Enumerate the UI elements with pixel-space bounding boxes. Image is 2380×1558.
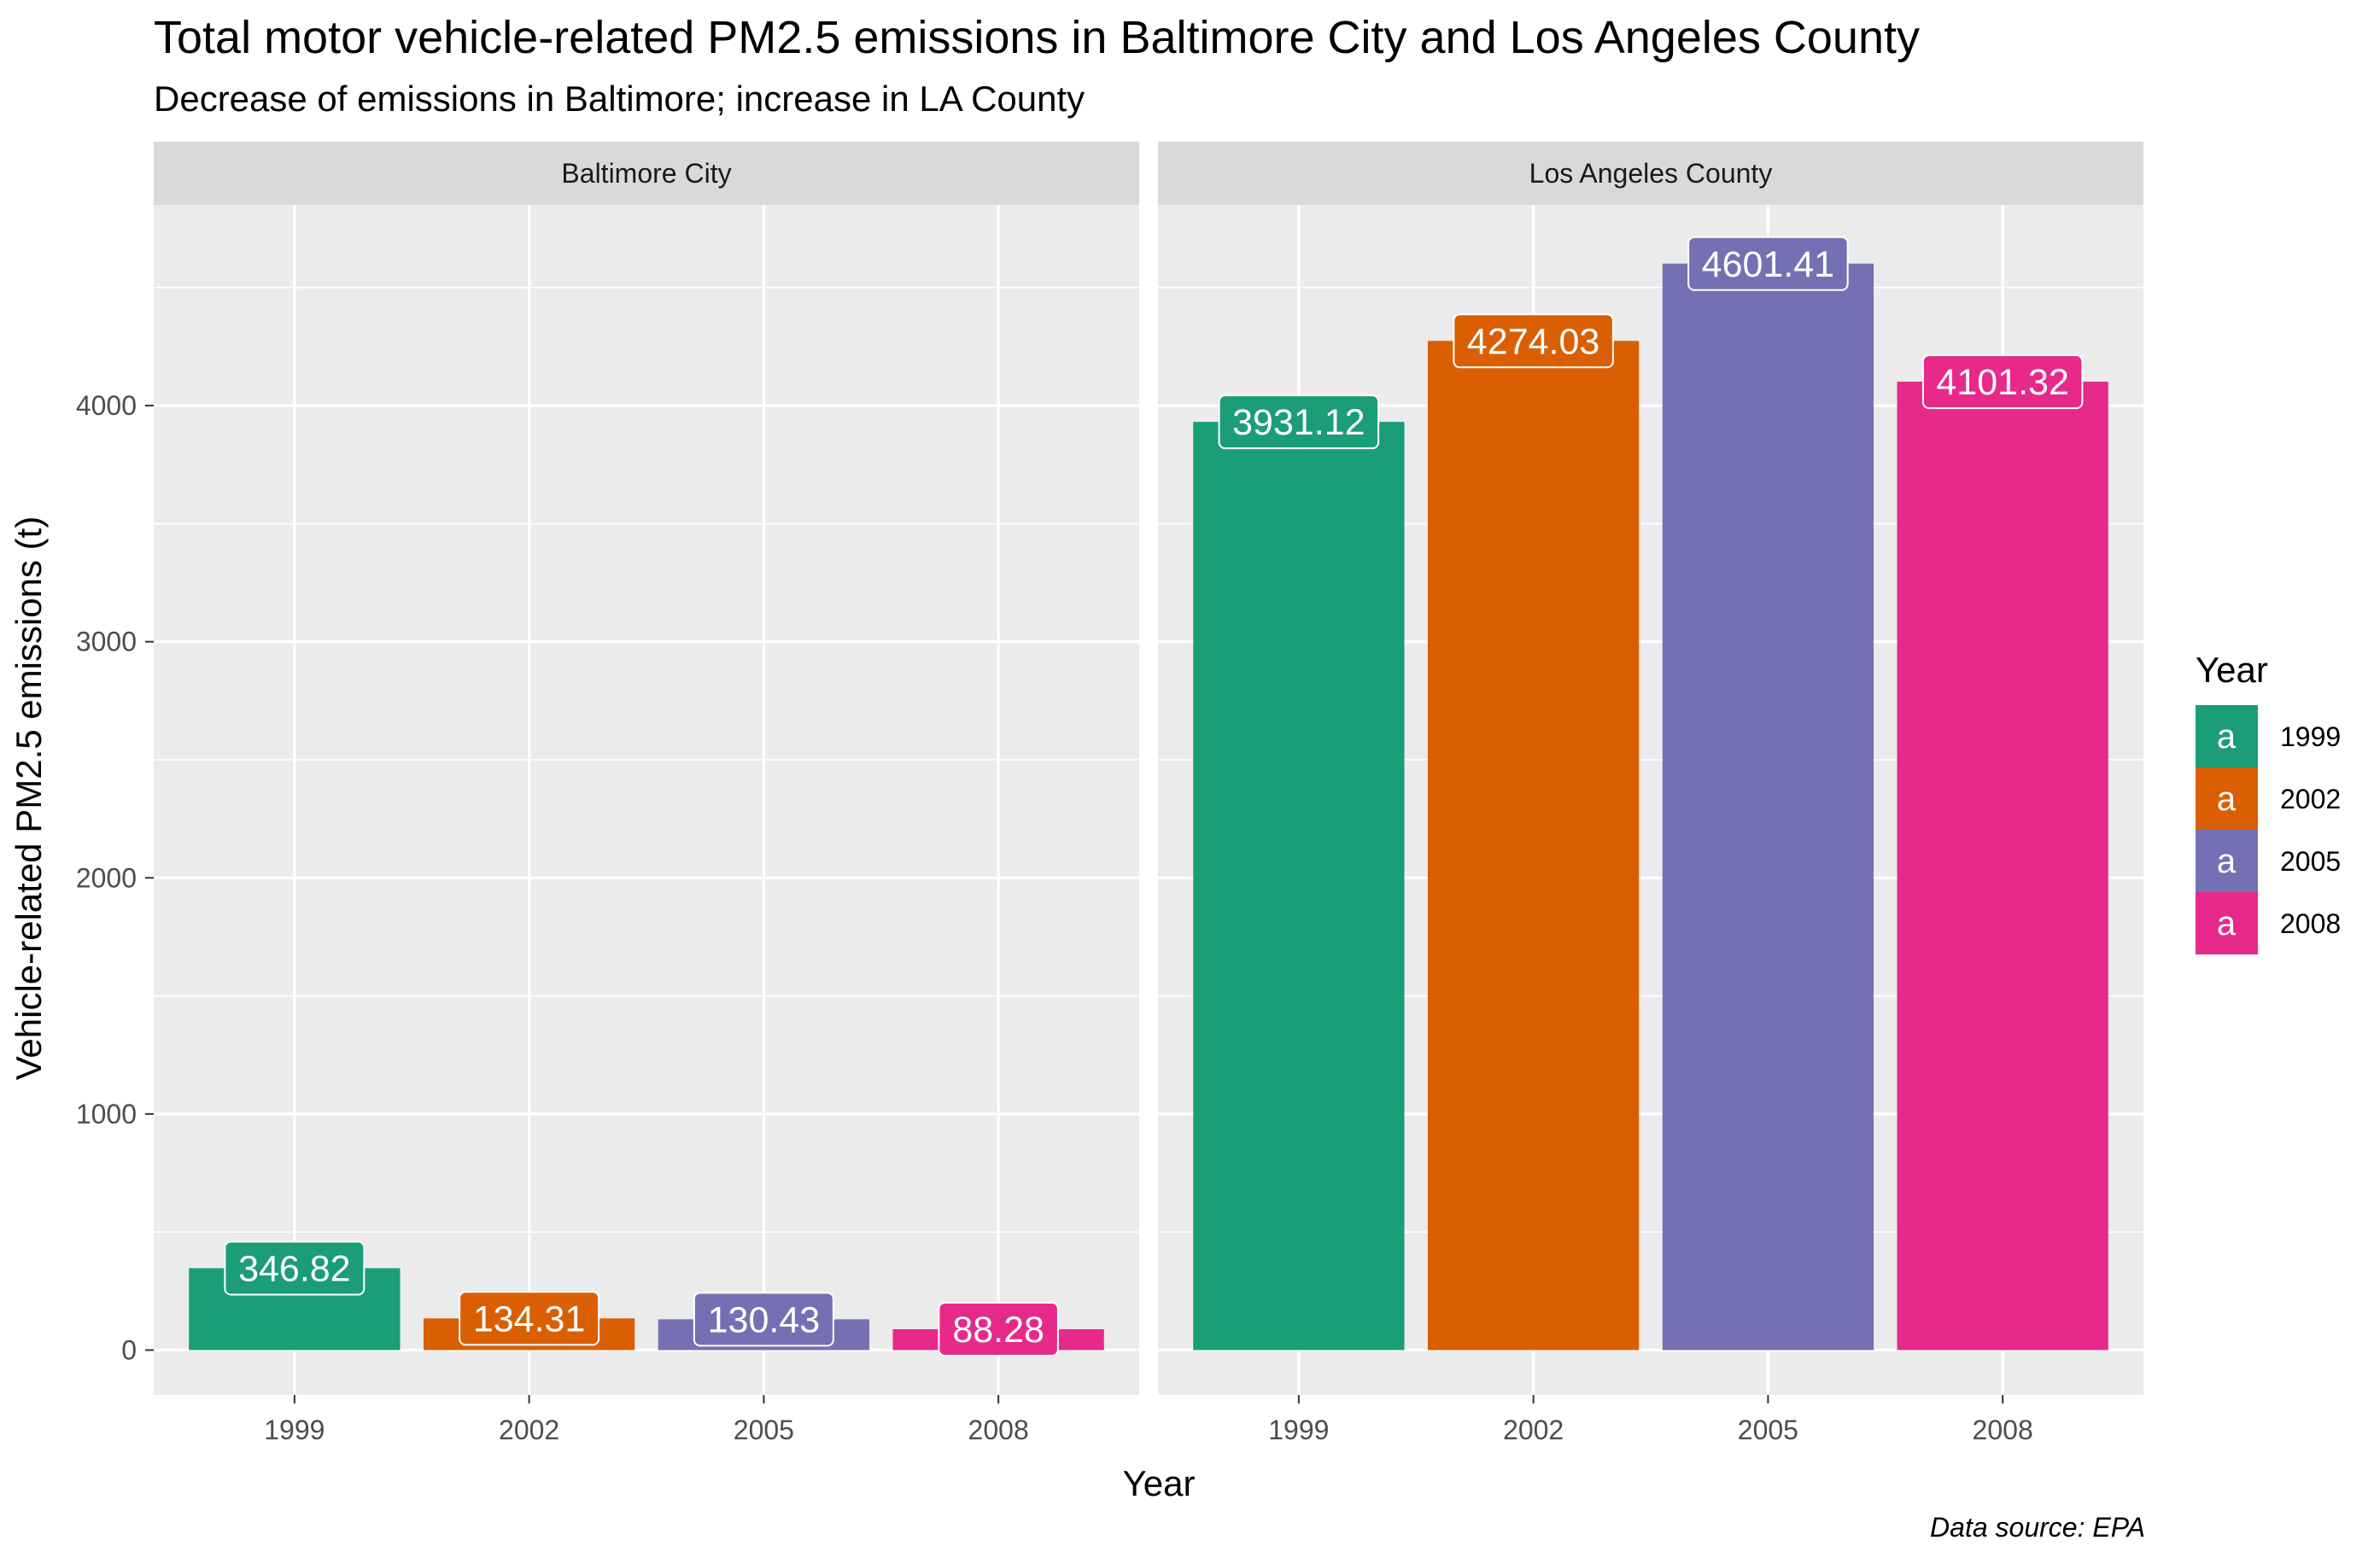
legend-title: Year (2196, 650, 2268, 690)
x-tick-label: 1999 (264, 1415, 325, 1445)
data-label-box (1921, 354, 2084, 410)
y-tick-label: 3000 (76, 627, 137, 657)
data-label-1999: 346.82 (224, 1240, 365, 1296)
legend-item-2005: a 2005 (2196, 830, 2341, 892)
data-label-box (1687, 236, 1849, 291)
data-label-box (938, 1302, 1059, 1357)
y-tick-label: 0 (121, 1334, 137, 1365)
x-tick-label: 2005 (734, 1415, 794, 1445)
legend-key-glyph: a (2217, 718, 2237, 756)
data-label-text: 134.31 (473, 1298, 586, 1339)
data-label-box (693, 1292, 834, 1347)
y-tick-label: 4000 (76, 390, 137, 421)
bar-2002 (1427, 341, 1640, 1351)
legend-item-1999: a 1999 (2196, 705, 2341, 767)
legend-key (2196, 892, 2258, 954)
legend-key-glyph: a (2217, 843, 2237, 880)
panel-0: Baltimore City 346.82 134.31 130.43 88.28 199… (154, 142, 1139, 1445)
data-label-2005: 130.43 (693, 1292, 834, 1347)
legend-key (2196, 705, 2258, 767)
legend-key-glyph: a (2217, 905, 2237, 942)
data-label-2002: 134.31 (459, 1291, 600, 1346)
data-label-text: 346.82 (238, 1249, 351, 1290)
facet-strip-label: Baltimore City (561, 158, 731, 189)
y-axis: 0 1000 2000 3000 4000 (76, 390, 154, 1365)
legend-label: 2002 (2280, 784, 2341, 814)
facet-strip (1158, 142, 2143, 205)
data-label-text: 4101.32 (1936, 362, 2068, 403)
x-tick-label: 2008 (968, 1415, 1029, 1445)
caption: Data source: EPA (1930, 1512, 2145, 1543)
legend-label: 2005 (2280, 846, 2341, 877)
legend-label: 2008 (2280, 908, 2341, 939)
data-label-box (459, 1291, 600, 1346)
y-tick-label: 1000 (76, 1099, 137, 1129)
legend-label: 1999 (2280, 721, 2341, 752)
data-label-box (1218, 394, 1380, 450)
x-tick-label: 1999 (1268, 1415, 1329, 1445)
data-label-2002: 4274.03 (1453, 313, 1614, 369)
legend-key (2196, 830, 2258, 892)
legend-item-2008: a 2008 (2196, 892, 2341, 954)
data-label-text: 4274.03 (1467, 321, 1599, 362)
data-label-box (224, 1240, 365, 1296)
data-label-2005: 4601.41 (1687, 236, 1849, 291)
legend: Year a 1999 a 2002 a 2005 a 2008 (2196, 650, 2341, 954)
legend-key-glyph: a (2217, 780, 2237, 818)
panel-background (154, 205, 1139, 1395)
chart-title: Total motor vehicle-related PM2.5 emissi… (154, 12, 1920, 63)
facet-strip-label: Los Angeles County (1529, 158, 1773, 189)
bar-1999 (1193, 422, 1405, 1351)
data-label-text: 88.28 (952, 1310, 1044, 1351)
x-tick-label: 2008 (1973, 1415, 2033, 1445)
facet-panels: Baltimore City 346.82 134.31 130.43 88.28 199… (154, 142, 2143, 1445)
data-label-text: 3931.12 (1232, 402, 1365, 443)
x-tick-label: 2002 (1503, 1415, 1564, 1445)
panel-1: Los Angeles County 3931.12 4274.03 4601.41 4… (1158, 142, 2143, 1445)
x-tick-label: 2005 (1738, 1415, 1798, 1445)
bar-2008 (1897, 382, 2108, 1351)
data-label-2008: 88.28 (938, 1302, 1059, 1357)
data-label-text: 4601.41 (1702, 244, 1834, 285)
data-label-1999: 3931.12 (1218, 394, 1380, 450)
x-tick-label: 2002 (499, 1415, 559, 1445)
data-label-box (1453, 313, 1614, 369)
data-label-2008: 4101.32 (1921, 354, 2084, 410)
data-label-text: 130.43 (708, 1299, 821, 1340)
x-axis-title: Year (1123, 1463, 1196, 1503)
y-axis-title: Vehicle-related PM2.5 emissions (t) (9, 516, 49, 1081)
chart-subtitle: Decrease of emissions in Baltimore; incr… (154, 79, 1085, 119)
facet-strip (154, 142, 1139, 205)
bar-2005 (1662, 263, 1874, 1351)
legend-item-2002: a 2002 (2196, 767, 2341, 830)
y-tick-label: 2000 (76, 862, 137, 893)
legend-key (2196, 767, 2258, 830)
